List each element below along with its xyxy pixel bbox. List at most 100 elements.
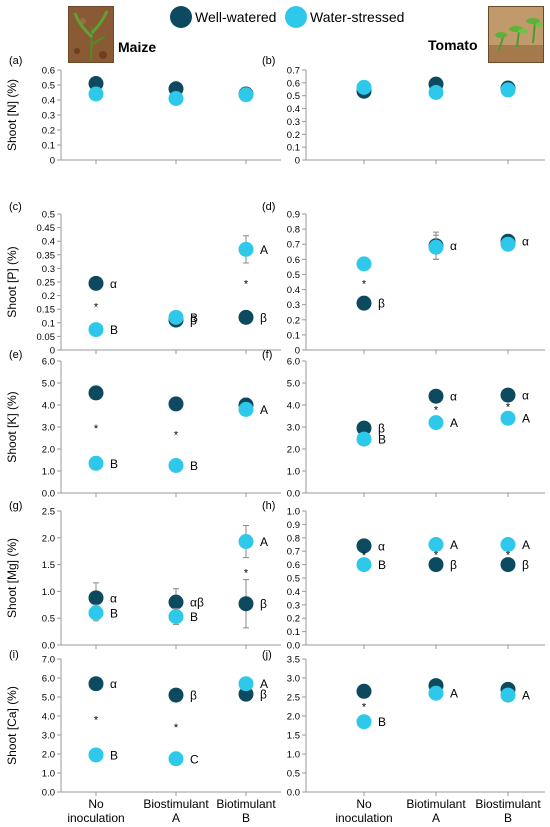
y-tick-label: 0.3 [42, 264, 55, 275]
water-stressed-point [238, 241, 254, 257]
tomato-cat-2-line-1: Biotimulant [406, 797, 466, 811]
significance-star: * [506, 550, 511, 562]
panel-letter: (e) [9, 349, 22, 361]
y-tick-label: 0.15 [37, 305, 56, 316]
stressed-significance-letter: B [110, 748, 118, 762]
y-tick-label: 3.0 [42, 423, 55, 434]
panel-letter: (f) [262, 349, 272, 361]
y-tick-label: 0.5 [287, 574, 300, 585]
tomato-cat-1-line-2: inoculation [335, 811, 392, 825]
y-axis-label: Shoot [P] (%) [5, 246, 19, 317]
stressed-significance-letter: A [522, 538, 530, 552]
well-watered-point [356, 538, 372, 554]
significance-star: * [434, 550, 439, 562]
significance-star: * [506, 402, 511, 414]
well-significance-letter: α [110, 677, 117, 691]
y-tick-label: 0.0 [42, 641, 55, 652]
significance-star: * [244, 278, 249, 290]
y-tick-label: 0.1 [287, 143, 300, 154]
water-stressed-point [238, 676, 254, 692]
well-significance-letter: β [260, 311, 267, 325]
significance-star: * [362, 550, 367, 562]
water-stressed-point [168, 309, 184, 325]
water-stressed-point [428, 415, 444, 431]
legend-well-label: Well-watered [195, 9, 276, 25]
y-axis-label: Shoot [Ca] (%) [5, 686, 19, 765]
water-stressed-point [356, 431, 372, 447]
y-tick-label: 2.0 [287, 712, 300, 723]
water-stressed-point [500, 236, 516, 252]
y-tick-label: 3.0 [287, 423, 300, 434]
tomato-cat-3-line-2: B [504, 811, 512, 825]
y-tick-label: 0.5 [287, 769, 300, 780]
stressed-significance-letter: A [260, 243, 268, 257]
y-tick-label: 0.0 [287, 489, 300, 500]
y-tick-label: 7.0 [42, 655, 55, 666]
significance-star: * [362, 702, 367, 714]
y-tick-label: 0.4 [287, 587, 300, 598]
y-tick-label: 2.5 [287, 693, 300, 704]
well-watered-point [238, 686, 254, 702]
significance-star: * [94, 301, 99, 313]
y-tick-label: 0.2 [42, 291, 55, 302]
panel-letter: (j) [262, 649, 272, 661]
y-tick-label: 0.7 [287, 240, 300, 251]
water-stressed-point [168, 751, 184, 767]
y-tick-label: 0.4 [287, 285, 300, 296]
y-tick-label: 2.0 [42, 750, 55, 761]
well-watered-point [428, 388, 444, 404]
y-tick-label: 0.3 [42, 111, 55, 122]
water-stressed-point [356, 557, 372, 573]
panel-g: (g) 0.0 0.5 1.0 1.5 2.0 2.5 Shoot [Mg] (%) α αβ β B… [5, 500, 281, 652]
y-tick-label: 0.6 [287, 255, 300, 266]
panel-letter: (h) [262, 500, 275, 512]
x-category-labels: No inoculation Biostimulant A Biotimulan… [67, 797, 541, 825]
maize-cat-1-line-1: No [88, 797, 104, 811]
y-tick-label: 0.8 [287, 225, 300, 236]
y-tick-label: 2.0 [287, 445, 300, 456]
y-tick-label: 3.0 [42, 731, 55, 742]
well-watered-point [428, 557, 444, 573]
legend-stressed-marker [285, 6, 307, 28]
y-tick-label: 0.9 [287, 210, 300, 221]
y-tick-label: 1.5 [287, 731, 300, 742]
well-significance-letter: α [110, 277, 117, 291]
water-stressed-point [238, 534, 254, 550]
y-tick-label: 0.3 [287, 117, 300, 128]
panel-h: (h) 0.0 0.1 0.2 0.3 0.4 0.5 0.6 0.7 0.8 0.9 1.0 α β β B… [262, 500, 545, 652]
water-stressed-point [88, 455, 104, 471]
water-stressed-point [428, 685, 444, 701]
y-tick-label: 0 [50, 346, 55, 357]
y-tick-label: 0 [295, 346, 300, 357]
panel-d: (d) 0 0.1 0.2 0.3 0.4 0.5 0.6 0.7 0.8 0.9 β α α * [262, 201, 545, 357]
well-watered-point [88, 385, 104, 401]
water-stressed-point [356, 256, 372, 272]
y-tick-label: 0.3 [287, 600, 300, 611]
well-watered-point [238, 596, 254, 612]
maize-title: Maize [118, 39, 156, 55]
y-tick-label: 0.0 [42, 788, 55, 799]
well-significance-letter: α [522, 235, 529, 249]
stressed-significance-letter: B [110, 606, 118, 620]
water-stressed-point [168, 458, 184, 473]
y-tick-label: 0.05 [37, 332, 56, 343]
y-axis-label: Shoot [K] (%) [5, 391, 19, 462]
significance-star: * [362, 279, 367, 291]
well-significance-letter: α [450, 390, 457, 404]
water-stressed-point [500, 537, 516, 552]
y-tick-label: 0.4 [42, 96, 55, 107]
water-stressed-point [428, 85, 444, 100]
water-stressed-point [168, 609, 184, 625]
significance-star: * [434, 404, 439, 416]
tomato-photo [488, 6, 544, 63]
stressed-significance-letter: B [190, 610, 198, 624]
y-tick-label: 6.0 [42, 674, 55, 685]
well-significance-letter: β [190, 689, 197, 703]
well-significance-letter: β [260, 688, 267, 702]
y-tick-label: 0.2 [287, 614, 300, 625]
y-tick-label: 3.0 [287, 674, 300, 685]
y-tick-label: 1.0 [42, 467, 55, 478]
water-stressed-point [238, 401, 254, 417]
water-stressed-point [88, 322, 104, 338]
